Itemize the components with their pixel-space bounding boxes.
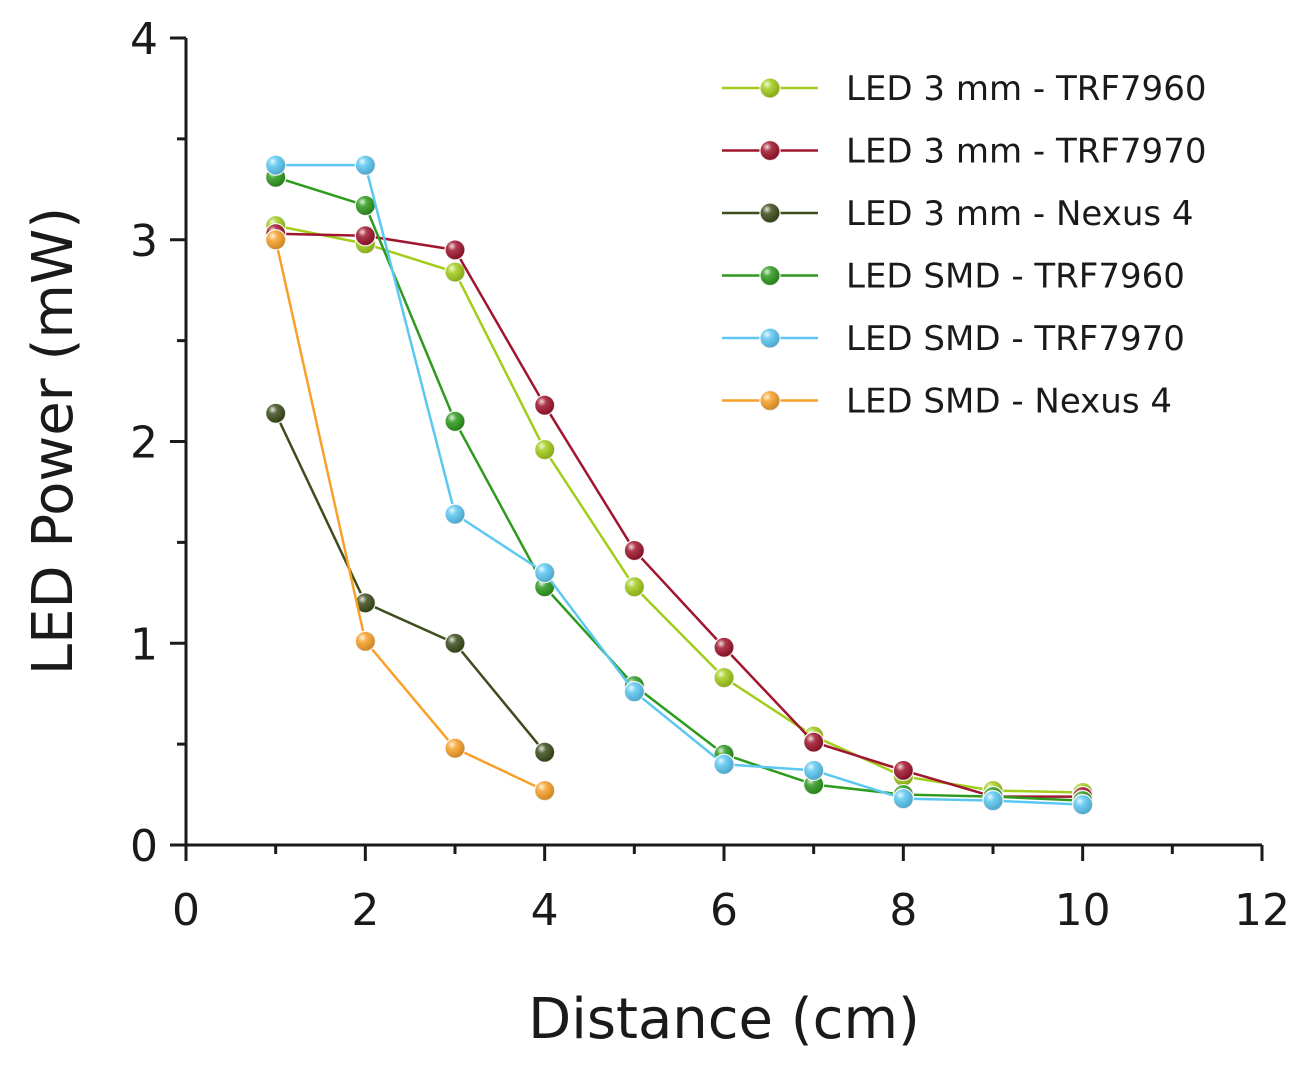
data-point[interactable] bbox=[354, 630, 376, 652]
data-point[interactable] bbox=[534, 779, 556, 802]
data-point[interactable] bbox=[713, 636, 735, 658]
data-point[interactable] bbox=[444, 261, 466, 283]
data-point[interactable] bbox=[444, 503, 466, 525]
data-point[interactable] bbox=[534, 438, 556, 461]
y-tick-label: 2 bbox=[130, 418, 158, 469]
x-tick-label: 6 bbox=[710, 885, 738, 936]
series-4 bbox=[265, 154, 1094, 816]
data-point[interactable] bbox=[354, 194, 376, 217]
data-point[interactable] bbox=[623, 539, 645, 562]
data-point[interactable] bbox=[444, 410, 466, 432]
x-tick-label: 10 bbox=[1055, 885, 1111, 936]
legend-marker-highlight bbox=[760, 203, 780, 223]
data-point[interactable] bbox=[444, 632, 466, 654]
series-line bbox=[275, 232, 1083, 798]
x-tick-label: 12 bbox=[1234, 885, 1290, 936]
data-point[interactable] bbox=[354, 225, 376, 247]
data-point[interactable] bbox=[265, 154, 287, 176]
data-point[interactable] bbox=[623, 576, 645, 598]
series-2 bbox=[265, 402, 556, 763]
legend-item[interactable]: LED 3 mm - TRF7960 bbox=[722, 69, 1206, 109]
legend-item[interactable]: LED SMD - Nexus 4 bbox=[722, 382, 1172, 422]
legend-item[interactable]: LED SMD - TRF7970 bbox=[722, 319, 1185, 359]
series-line bbox=[275, 224, 1083, 794]
data-point[interactable] bbox=[444, 239, 466, 261]
x-tick-label: 8 bbox=[889, 885, 917, 936]
data-point[interactable] bbox=[354, 154, 376, 176]
series-line bbox=[274, 412, 546, 753]
data-point[interactable] bbox=[1072, 794, 1094, 816]
series-line bbox=[275, 163, 1083, 806]
series-layer bbox=[265, 154, 1094, 816]
legend-label: LED SMD - TRF7960 bbox=[846, 257, 1185, 297]
x-axis-title: Distance (cm) bbox=[528, 987, 920, 1052]
data-point[interactable] bbox=[534, 741, 556, 763]
data-point[interactable] bbox=[803, 731, 825, 753]
legend-marker-highlight bbox=[760, 140, 780, 161]
y-axis-title: LED Power (mW) bbox=[21, 207, 86, 675]
data-point[interactable] bbox=[803, 759, 825, 781]
legend-marker-highlight bbox=[760, 78, 780, 98]
y-tick-label: 3 bbox=[130, 216, 158, 267]
data-point[interactable] bbox=[265, 402, 287, 424]
y-ticks: 0 1 2 3 4 bbox=[130, 14, 186, 872]
y-tick-label: 0 bbox=[130, 821, 158, 872]
legend-item[interactable]: LED 3 mm - Nexus 4 bbox=[722, 194, 1194, 234]
x-tick-label: 4 bbox=[531, 885, 559, 936]
data-point[interactable] bbox=[444, 737, 466, 759]
x-tick-label: 2 bbox=[351, 885, 379, 936]
legend-label: LED 3 mm - TRF7960 bbox=[846, 69, 1206, 109]
y-tick-label: 4 bbox=[130, 14, 158, 65]
data-point[interactable] bbox=[713, 666, 735, 689]
x-ticks: 0 2 4 6 8 10 12 bbox=[172, 845, 1290, 936]
series-line bbox=[275, 176, 1083, 802]
series-0 bbox=[265, 215, 1094, 804]
legend-label: LED SMD - TRF7970 bbox=[846, 319, 1185, 359]
x-tick-label: 0 bbox=[172, 885, 200, 936]
data-point[interactable] bbox=[892, 787, 914, 810]
legend-item[interactable]: LED SMD - TRF7960 bbox=[722, 257, 1185, 297]
y-tick-label: 1 bbox=[130, 619, 158, 670]
legend-label: LED 3 mm - TRF7970 bbox=[846, 132, 1206, 172]
data-point[interactable] bbox=[265, 229, 287, 251]
legend-marker-highlight bbox=[760, 390, 780, 411]
data-point[interactable] bbox=[982, 790, 1004, 812]
legend-marker-highlight bbox=[760, 265, 780, 286]
data-point[interactable] bbox=[713, 753, 735, 775]
legend-item[interactable]: LED 3 mm - TRF7970 bbox=[722, 132, 1206, 172]
legend-marker-highlight bbox=[760, 328, 780, 348]
legend-label: LED SMD - Nexus 4 bbox=[846, 382, 1172, 422]
data-point[interactable] bbox=[534, 562, 556, 584]
data-point[interactable] bbox=[623, 681, 645, 703]
data-point[interactable] bbox=[892, 759, 914, 781]
series-line bbox=[274, 239, 546, 792]
legend-label: LED 3 mm - Nexus 4 bbox=[846, 194, 1194, 234]
legend[interactable]: LED 3 mm - TRF7960 LED 3 mm - TRF7970 LED … bbox=[722, 69, 1206, 422]
data-point[interactable] bbox=[534, 394, 556, 416]
